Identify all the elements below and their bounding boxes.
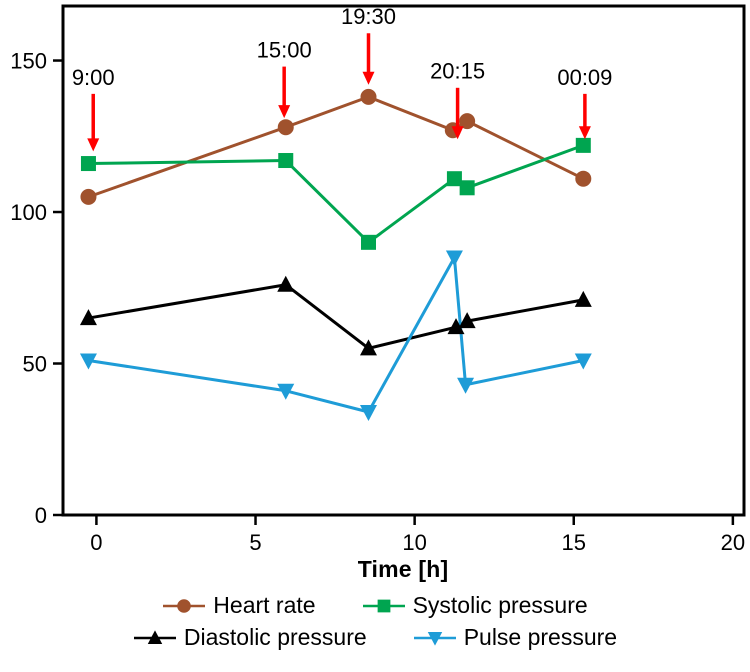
marker-diastolic-pressure <box>277 275 295 292</box>
marker-systolic-pressure <box>446 171 462 187</box>
legend-label: Diastolic pressure <box>183 624 367 650</box>
legend-marker-shape <box>147 629 163 644</box>
x-axis-tick-label: 15 <box>562 530 586 554</box>
marker-heart-rate <box>459 113 476 130</box>
y-axis-tick-label: 50 <box>23 352 47 377</box>
marker-pulse-pressure <box>445 250 463 267</box>
annotation-time-label: 9:00 <box>72 65 115 90</box>
marker-diastolic-pressure <box>79 309 97 326</box>
x-axis-label: Time [h] <box>357 556 449 582</box>
legend-triangle-up-marker-icon <box>133 629 176 644</box>
marker-systolic-pressure <box>278 153 294 169</box>
marker-diastolic-pressure <box>574 290 592 307</box>
x-axis-tick-label: 0 <box>90 530 102 554</box>
legend-circle-marker-icon <box>163 598 206 613</box>
annotation-arrow-head <box>278 105 291 119</box>
annotation-arrow-head <box>451 126 464 140</box>
annotation-arrow-head <box>578 126 591 140</box>
x-axis-tick-label: 20 <box>721 530 745 554</box>
annotation-time-label: 20:15 <box>430 59 485 84</box>
x-axis-tick-label: 5 <box>249 530 261 554</box>
marker-diastolic-pressure <box>359 339 377 356</box>
legend-square-marker-icon <box>362 599 405 612</box>
chart-plot-area: 0 5 10 15 20 0 50 100 150 9:00 15:00 19:30 20:15 00:0… <box>10 4 746 554</box>
marker-systolic-pressure <box>80 156 96 172</box>
legend-triangle-down-marker-icon <box>413 631 456 646</box>
marker-heart-rate <box>360 88 377 105</box>
legend: Heart rate Systolic pressure Diastolic pre… <box>0 592 750 651</box>
legend-marker-shape <box>377 599 390 612</box>
legend-row: Diastolic pressure Pulse pressure <box>133 624 617 651</box>
legend-marker-shape <box>177 598 192 613</box>
marker-pulse-pressure <box>574 353 592 370</box>
legend-item-systolic-pressure: Systolic pressure <box>362 592 588 619</box>
annotation-time-label: 15:00 <box>257 38 312 63</box>
marker-heart-rate <box>277 119 294 136</box>
y-axis-tick-label: 0 <box>35 503 47 528</box>
marker-pulse-pressure <box>277 383 295 400</box>
legend-label: Systolic pressure <box>412 592 588 618</box>
marker-diastolic-pressure <box>447 318 465 335</box>
legend-label: Pulse pressure <box>463 624 618 650</box>
legend-item-pulse-pressure: Pulse pressure <box>413 624 617 651</box>
y-axis-tick-label: 150 <box>10 49 47 74</box>
marker-systolic-pressure <box>360 234 376 250</box>
marker-heart-rate <box>575 170 592 187</box>
marker-systolic-pressure <box>459 180 475 196</box>
annotation-time-label: 19:30 <box>341 4 396 29</box>
marker-pulse-pressure <box>359 404 377 421</box>
annotation-time-label: 00:09 <box>557 65 612 90</box>
marker-systolic-pressure <box>575 137 591 153</box>
series-line-pulse-pressure <box>86 255 585 414</box>
marker-pulse-pressure <box>79 353 97 370</box>
series-line-heart-rate <box>86 95 585 199</box>
legend-row: Heart rate Systolic pressure <box>162 592 588 619</box>
plot-frame <box>61 4 746 517</box>
legend-marker-shape <box>427 631 442 646</box>
marker-diastolic-pressure <box>458 312 476 329</box>
series-line-systolic-pressure <box>86 143 585 244</box>
x-axis-tick-label: 10 <box>402 530 426 554</box>
legend-item-heart-rate: Heart rate <box>162 592 316 619</box>
annotation-arrow-head <box>87 138 100 152</box>
marker-heart-rate <box>80 188 97 205</box>
marker-pulse-pressure <box>457 377 475 394</box>
annotation-arrow-head <box>362 71 375 85</box>
series-line-diastolic-pressure <box>86 283 585 350</box>
legend-item-diastolic-pressure: Diastolic pressure <box>133 624 367 651</box>
legend-label: Heart rate <box>213 592 316 618</box>
y-axis-tick-label: 100 <box>10 200 47 225</box>
